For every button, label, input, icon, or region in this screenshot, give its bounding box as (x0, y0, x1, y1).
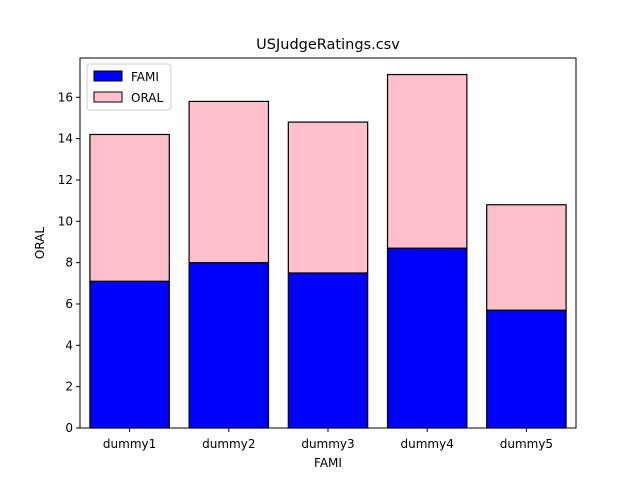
y-tick-label: 14 (58, 132, 73, 146)
x-tick-label: dummy5 (500, 437, 553, 451)
bar-oral-dummy1 (89, 133, 170, 282)
y-tick-label: 2 (65, 380, 73, 394)
chart-title: USJudgeRatings.csv (256, 37, 400, 53)
y-tick-label: 8 (65, 256, 73, 270)
y-axis-label: ORAL (33, 227, 47, 260)
plot-frame (79, 57, 577, 429)
y-axis: 0 2 4 6 8 10 12 14 16 (58, 90, 80, 435)
y-tick-label: 12 (58, 173, 73, 187)
bar-fami-dummy2 (188, 262, 270, 429)
x-tick-label: dummy3 (301, 437, 354, 451)
legend-label-oral: ORAL (131, 91, 164, 105)
y-tick-label: 0 (65, 421, 73, 435)
legend-swatch-oral (93, 91, 123, 103)
y-tick-label: 4 (65, 338, 73, 352)
y-tick-label: 16 (58, 90, 73, 104)
bar-oral-dummy3 (287, 121, 369, 274)
legend-label-fami: FAMI (131, 70, 159, 84)
y-tick-label: 10 (58, 214, 73, 228)
bars-group (89, 73, 567, 429)
bar-fami-dummy4 (386, 247, 468, 429)
x-tick-label: dummy2 (202, 437, 255, 451)
bar-fami-dummy3 (287, 272, 369, 429)
x-tick-label: dummy1 (103, 437, 156, 451)
bar-oral-dummy5 (486, 204, 567, 311)
bar-oral-dummy4 (386, 73, 468, 249)
legend-swatch-fami (93, 70, 123, 82)
x-axis-label: FAMI (314, 456, 342, 470)
legend: FAMI ORAL (86, 63, 172, 111)
x-tick-label: dummy4 (401, 437, 454, 451)
bar-oral-dummy2 (188, 100, 270, 264)
x-axis: dummy1 dummy2 dummy3 dummy4 dummy5 (103, 428, 553, 451)
bar-fami-dummy5 (486, 309, 567, 429)
bar-fami-dummy1 (89, 280, 170, 429)
y-tick-label: 6 (65, 297, 73, 311)
